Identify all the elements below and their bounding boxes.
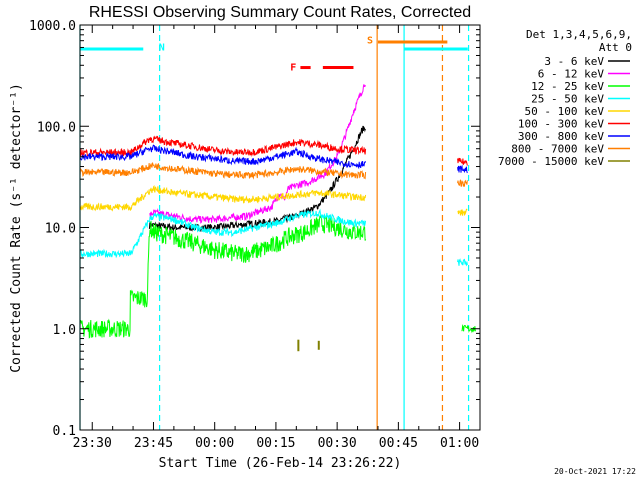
- x-tick-label-0045: 00:45: [379, 436, 418, 451]
- y-tick-label: 0.1: [53, 424, 76, 439]
- y-tick-label: 1.0: [53, 323, 76, 338]
- legend-label: 800 - 7000 keV: [511, 143, 604, 156]
- legend-label: 25 - 50 keV: [531, 93, 604, 106]
- series-800-7000-kev-line: [79, 162, 367, 180]
- series-300-800-kev-line: [79, 144, 367, 170]
- legend-header-line-0: Det 1,3,4,5,6,9,: [526, 28, 632, 41]
- series-50-100-kev-tail-line: [457, 208, 468, 216]
- series-300-800-kev-tail-line: [457, 164, 468, 174]
- legend-label: 50 - 100 keV: [525, 105, 605, 118]
- y-tick-label: 100.0: [37, 120, 76, 135]
- y-axis-label: Corrected Count Rate (s⁻¹ detector⁻¹): [9, 83, 24, 373]
- x-axis-label: Start Time (26-Feb-14 23:26:22): [159, 456, 402, 471]
- flag-label-n: N: [159, 42, 165, 53]
- series-12-25-kev-tail-line: [461, 324, 477, 334]
- x-tick-label-0015: 00:15: [256, 436, 295, 451]
- series-12-25-kev-line: [79, 215, 367, 339]
- x-tick-label-0100: 01:00: [440, 436, 479, 451]
- x-tick-label-0030: 00:30: [318, 436, 357, 451]
- series-25-50-kev-line: [79, 208, 367, 259]
- footer-timestamp: 20-Oct-2021 17:22: [554, 467, 636, 476]
- series-800-7000-kev-tail-line: [457, 179, 468, 187]
- flag-label-s: S: [367, 36, 373, 47]
- legend-header-line-1: Att 0: [599, 41, 632, 54]
- legend-label: 300 - 800 keV: [518, 130, 604, 143]
- series-100-300-kev-line: [79, 135, 367, 158]
- legend-label: 100 - 300 keV: [518, 118, 604, 131]
- series-50-100-kev-line: [79, 185, 367, 212]
- plot-area: N F S 23:30 23:45 00:00 00:15 00:30 00:45 01:00 0.…: [29, 19, 481, 451]
- x-tick-label-2345: 23:45: [134, 436, 173, 451]
- x-tick-label-2330: 23:30: [73, 436, 112, 451]
- chart-title: RHESSI Observing Summary Count Rates, Co…: [89, 4, 471, 21]
- y-tick-label: 1000.0: [29, 19, 76, 34]
- series-100-300-kev-tail-line: [457, 157, 468, 166]
- legend-label: 12 - 25 keV: [531, 80, 604, 93]
- flag-label-f: F: [290, 63, 296, 74]
- x-tick-label-0000: 00:00: [195, 436, 234, 451]
- legend-label: 7000 - 15000 keV: [498, 155, 604, 168]
- legend-label: 6 - 12 keV: [538, 68, 605, 81]
- y-tick-label: 10.0: [45, 222, 76, 237]
- series-25-50-kev-tail-line: [457, 258, 468, 267]
- legend-label: 3 - 6 keV: [544, 55, 604, 68]
